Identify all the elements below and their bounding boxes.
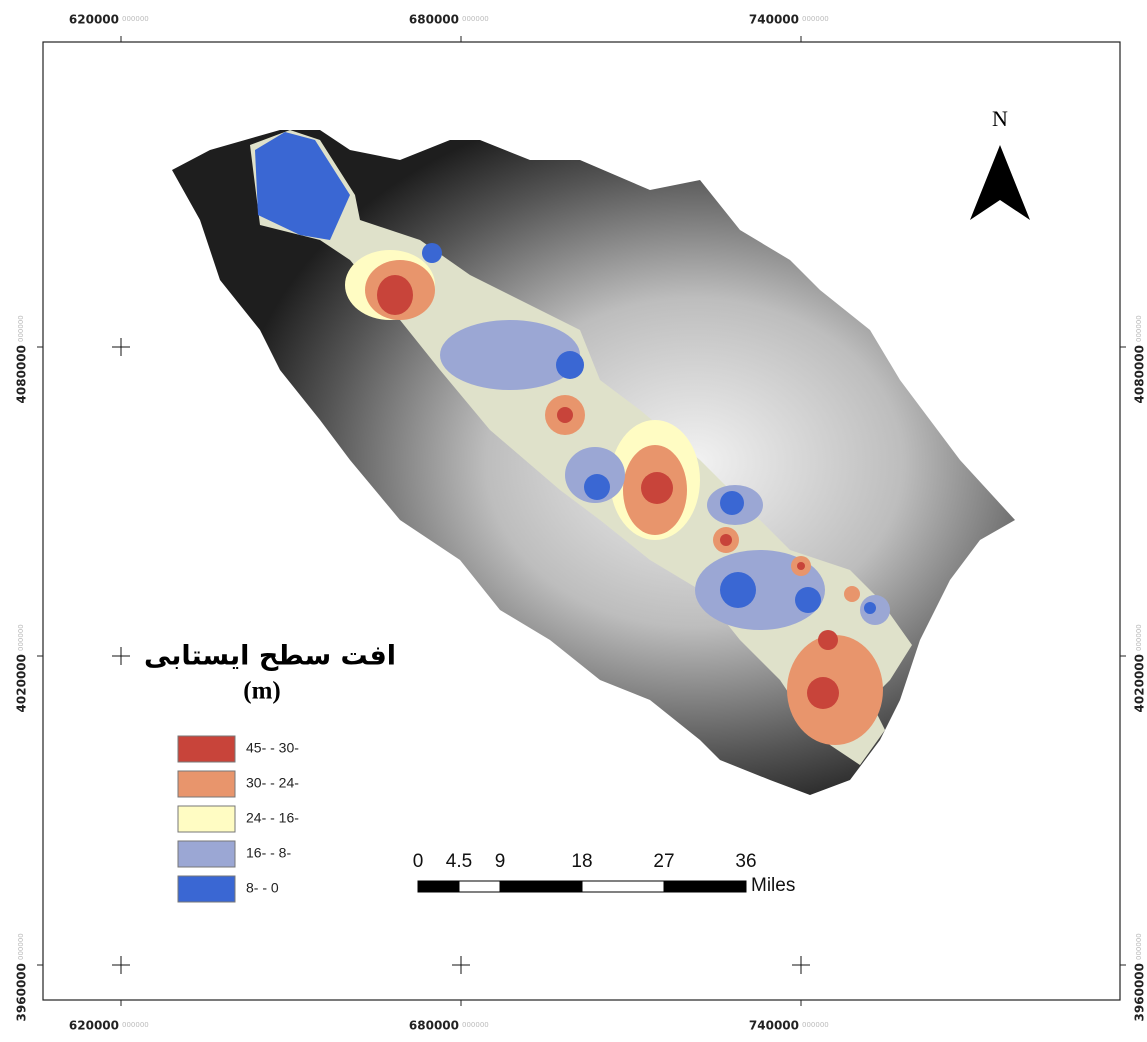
legend-unit: (m): [243, 678, 280, 705]
legend-label: 8- - 0: [246, 880, 279, 896]
scale-unit: Miles: [751, 875, 795, 896]
scale-segment: [664, 881, 746, 892]
northing-label: 4020000: [1133, 654, 1147, 712]
tick-suffix: 000000: [1135, 624, 1143, 651]
northing-group: 4080000 000000: [1133, 315, 1147, 403]
tick-suffix: 000000: [122, 15, 149, 23]
legend-title: افت سطح ایستابی: [144, 641, 396, 672]
legend-swatch: [178, 736, 235, 762]
scale-segment: [582, 881, 664, 892]
northing-group: 3960000 000000: [1133, 933, 1147, 1021]
northing-label: 4020000: [15, 654, 29, 712]
northing-group: 4020000 000000: [15, 624, 29, 712]
tick-suffix: 000000: [17, 933, 25, 960]
legend-label: 24- - 16-: [246, 810, 299, 826]
tick-suffix: 000000: [802, 1021, 829, 1029]
scale-label: 4.5: [446, 851, 472, 872]
easting-label: 680000: [409, 1019, 459, 1033]
tick-suffix: 000000: [122, 1021, 149, 1029]
northing-label: 3960000: [1133, 963, 1147, 1021]
northing-group: 4080000 000000: [15, 315, 29, 403]
map: N افت سطح ایستابی (m) 620000000000620000…: [0, 0, 1147, 1038]
scale-segment: [418, 881, 459, 892]
northing-label: 3960000: [15, 963, 29, 1021]
scale-label: 0: [413, 851, 424, 872]
scale-label: 36: [735, 851, 756, 872]
easting-label: 620000: [69, 13, 119, 27]
legend-label: 16- - 8-: [246, 845, 291, 861]
legend-swatch: [178, 841, 235, 867]
legend-swatch: [178, 771, 235, 797]
tick-suffix: 000000: [462, 1021, 489, 1029]
scale-label: 18: [571, 851, 592, 872]
northing-label: 4080000: [15, 345, 29, 403]
scale-segment: [459, 881, 500, 892]
scale-segment: [500, 881, 582, 892]
northing-group: 3960000 000000: [15, 933, 29, 1021]
legend-label: 30- - 24-: [246, 775, 299, 791]
tick-suffix: 000000: [17, 315, 25, 342]
northing-label: 4080000: [1133, 345, 1147, 403]
legend-swatch: [178, 806, 235, 832]
tick-suffix: 000000: [1135, 315, 1143, 342]
tick-suffix: 000000: [1135, 933, 1143, 960]
easting-label: 680000: [409, 13, 459, 27]
legend-label: 45- - 30-: [246, 740, 299, 756]
tick-suffix: 000000: [17, 624, 25, 651]
easting-label: 740000: [749, 13, 799, 27]
easting-label: 740000: [749, 1019, 799, 1033]
north-label: N: [992, 106, 1008, 131]
easting-label: 620000: [69, 1019, 119, 1033]
tick-suffix: 000000: [802, 15, 829, 23]
northing-group: 4020000 000000: [1133, 624, 1147, 712]
scale-label: 27: [653, 851, 674, 872]
tick-suffix: 000000: [462, 15, 489, 23]
scale-label: 9: [495, 851, 506, 872]
legend-swatch: [178, 876, 235, 902]
